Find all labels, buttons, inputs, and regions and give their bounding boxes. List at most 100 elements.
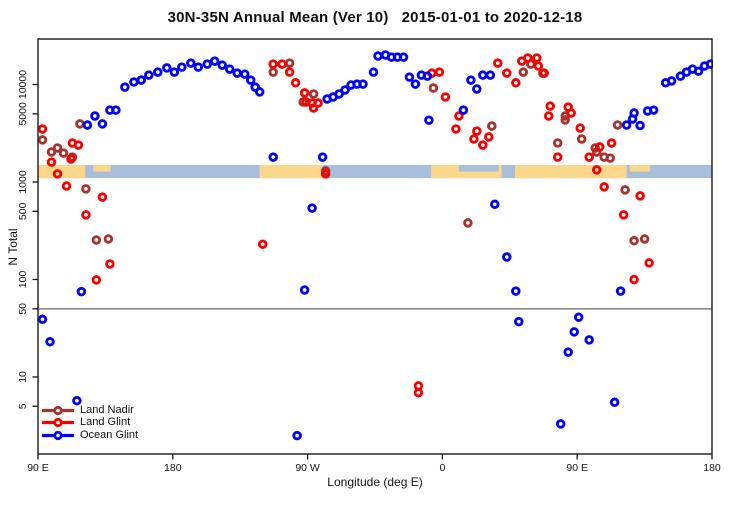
ocean-glint-point (153, 67, 163, 77)
land-glint-point (440, 92, 451, 102)
land-glint-point (105, 259, 115, 269)
ocean-glint-marker-icon (42, 430, 74, 441)
legend-item-land-nadir: Land Nadir (41, 404, 138, 417)
land-nadir-point (284, 58, 295, 68)
ocean-glint-point (299, 285, 310, 295)
land-glint-point (451, 124, 461, 134)
ocean-glint-point (169, 67, 180, 77)
land-glint-point (599, 182, 609, 192)
y-tick-label: 10000 (17, 70, 29, 99)
y-axis-label: N Total (6, 228, 20, 266)
ocean-glint-point (136, 75, 147, 85)
ocean-glint-point (569, 327, 579, 337)
ocean-glint-point (511, 286, 521, 296)
land-glint-point (290, 78, 301, 88)
y-tick-label: 5 (17, 403, 29, 409)
land-glint-point (478, 140, 488, 150)
x-tick-label: 90 E (27, 462, 49, 474)
land-glint-point (591, 165, 602, 175)
y-tick-label: 5000 (17, 102, 29, 126)
ocean-glint-point (45, 336, 55, 347)
land-nadir-point (605, 153, 615, 163)
map-ocean-notch (458, 164, 499, 172)
land-glint-point (532, 53, 542, 63)
ocean-glint-point (202, 59, 212, 69)
land-nadir-point (576, 134, 587, 144)
ocean-glint-point (621, 120, 632, 130)
land-nadir-point (103, 234, 114, 244)
land-nadir-point (37, 135, 48, 145)
plot-border (37, 38, 713, 455)
land-glint-point (46, 157, 57, 167)
map-land-segment (93, 164, 111, 172)
ocean-glint-point (458, 105, 469, 115)
ocean-glint-point (217, 60, 227, 70)
ocean-glint-point (129, 77, 139, 87)
land-glint-point (91, 275, 102, 285)
x-tick-label: 90 E (566, 462, 588, 474)
land-glint-point (511, 78, 521, 88)
x-tick-label: 180 (164, 462, 182, 474)
y-tick-label: 1000 (17, 170, 29, 194)
land-glint-point (320, 169, 331, 179)
y-tick-label: 100 (17, 271, 29, 289)
ocean-glint-point (615, 286, 626, 296)
land-nadir-point (518, 67, 529, 77)
land-nadir-point (52, 143, 63, 153)
plot-region (37, 50, 713, 441)
ocean-glint-point (410, 79, 421, 89)
land-glint-point (493, 58, 503, 68)
ocean-glint-point (666, 76, 677, 86)
map-land-segment (515, 164, 627, 179)
map-land-segment (629, 164, 650, 172)
series-ocean-glint (37, 50, 713, 441)
ocean-glint-point (162, 63, 172, 73)
land-nadir-point (620, 185, 630, 195)
ocean-glint-point (555, 419, 566, 429)
land-nadir-point (629, 235, 639, 246)
ocean-glint-point (485, 70, 496, 80)
ocean-glint-point (245, 75, 256, 85)
ocean-glint-point (573, 312, 584, 322)
land-nadir-point (308, 89, 319, 99)
ocean-glint-point (340, 85, 350, 95)
land-glint-point (413, 387, 424, 398)
ocean-glint-point (334, 89, 344, 99)
ocean-glint-point (422, 71, 433, 81)
ocean-glint-point (317, 152, 328, 162)
series-land-glint (37, 53, 654, 398)
land-glint-point (552, 152, 563, 162)
land-glint-point (97, 192, 108, 202)
ocean-glint-point (224, 64, 235, 74)
land-glint-point (434, 67, 445, 77)
land-nadir-point (81, 184, 91, 194)
land-glint-point (618, 210, 629, 220)
ocean-glint-point (144, 70, 154, 80)
land-nadir-point (91, 235, 102, 245)
ocean-glint-point (404, 72, 415, 82)
ocean-glint-point (358, 79, 368, 89)
ocean-glint-point (177, 62, 187, 72)
ocean-glint-point (373, 51, 383, 61)
legend-label: Ocean Glint (80, 428, 139, 441)
land-glint-point (454, 111, 464, 121)
land-glint-point (594, 142, 605, 152)
ocean-glint-point (705, 59, 713, 69)
ocean-glint-point (307, 203, 317, 213)
ocean-glint-point (490, 199, 500, 210)
chart-title: 30N-35N Annual Mean (Ver 10) 2015-01-01 … (167, 9, 583, 26)
ocean-glint-point (398, 52, 409, 62)
ocean-glint-point (502, 252, 512, 262)
ocean-glint-point (232, 68, 242, 78)
land-glint-point (484, 132, 494, 142)
land-glint-point (257, 239, 268, 249)
ocean-glint-point (675, 71, 686, 81)
land-glint-marker-icon (42, 418, 74, 428)
land-nadir-point (560, 115, 570, 125)
land-glint-point (52, 169, 63, 179)
land-glint-point (73, 140, 84, 150)
ocean-glint-point (472, 84, 482, 94)
map-land-segment (259, 164, 324, 179)
land-glint-point (469, 134, 479, 144)
